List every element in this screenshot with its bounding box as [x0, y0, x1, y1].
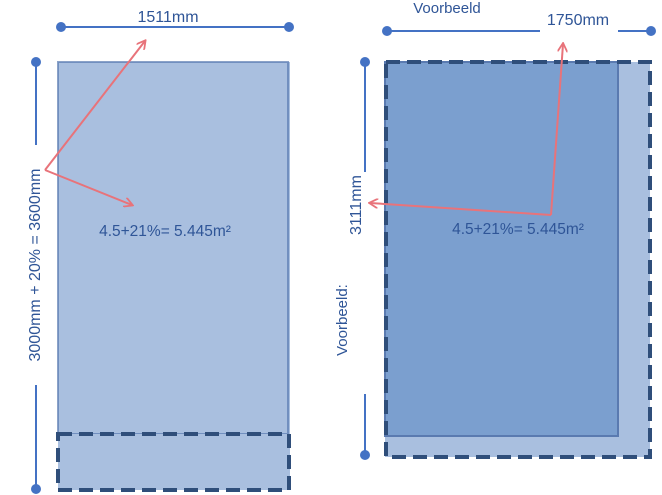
left-panel: [58, 62, 290, 480]
left-arrow-down: [44, 169, 132, 205]
left-diagram: 1511mm 3000mm + 20% = 3600mm 4.5+21%= 5.…: [22, 9, 294, 494]
left-area-label: 4.5+21%= 5.445m²: [99, 223, 231, 240]
left-height-label: 3000mm + 20% = 3600mm: [27, 169, 44, 362]
left-height-label-bg: [22, 145, 50, 385]
right-width-start-dot: [382, 26, 392, 36]
left-width-start-dot: [56, 22, 66, 32]
right-height-label-bg: [352, 172, 378, 394]
right-arrow-vertical: [550, 44, 563, 216]
left-height-start-dot: [31, 57, 41, 67]
right-caption-top: Voorbeeld: [413, 0, 481, 17]
left-width-label: 1511mm: [137, 9, 198, 26]
right-arrow-horizontal: [370, 203, 552, 216]
left-height-end-dot: [31, 484, 41, 494]
right-width-end-dot: [646, 26, 656, 36]
right-width-label: 1750mm: [547, 12, 609, 29]
right-caption-side: Voorbeeld:: [334, 284, 351, 356]
right-front-panel: [384, 61, 619, 437]
left-width-end-dot: [284, 22, 294, 32]
right-outline-dashed-rect: [384, 60, 652, 459]
right-height-label: 3111mm: [348, 175, 365, 235]
right-height-end-dot: [360, 450, 370, 460]
left-arrow-up: [44, 41, 145, 171]
right-diagram: 1750mm Voorbeeld 3111mm Voorbeeld: 4.5+2…: [334, 0, 656, 460]
right-width-label-bg: [540, 10, 618, 34]
right-area-label: 4.5+21%= 5.445m²: [452, 221, 584, 238]
right-height-start-dot: [360, 57, 370, 67]
left-extension-dashed-rect: [56, 432, 291, 492]
